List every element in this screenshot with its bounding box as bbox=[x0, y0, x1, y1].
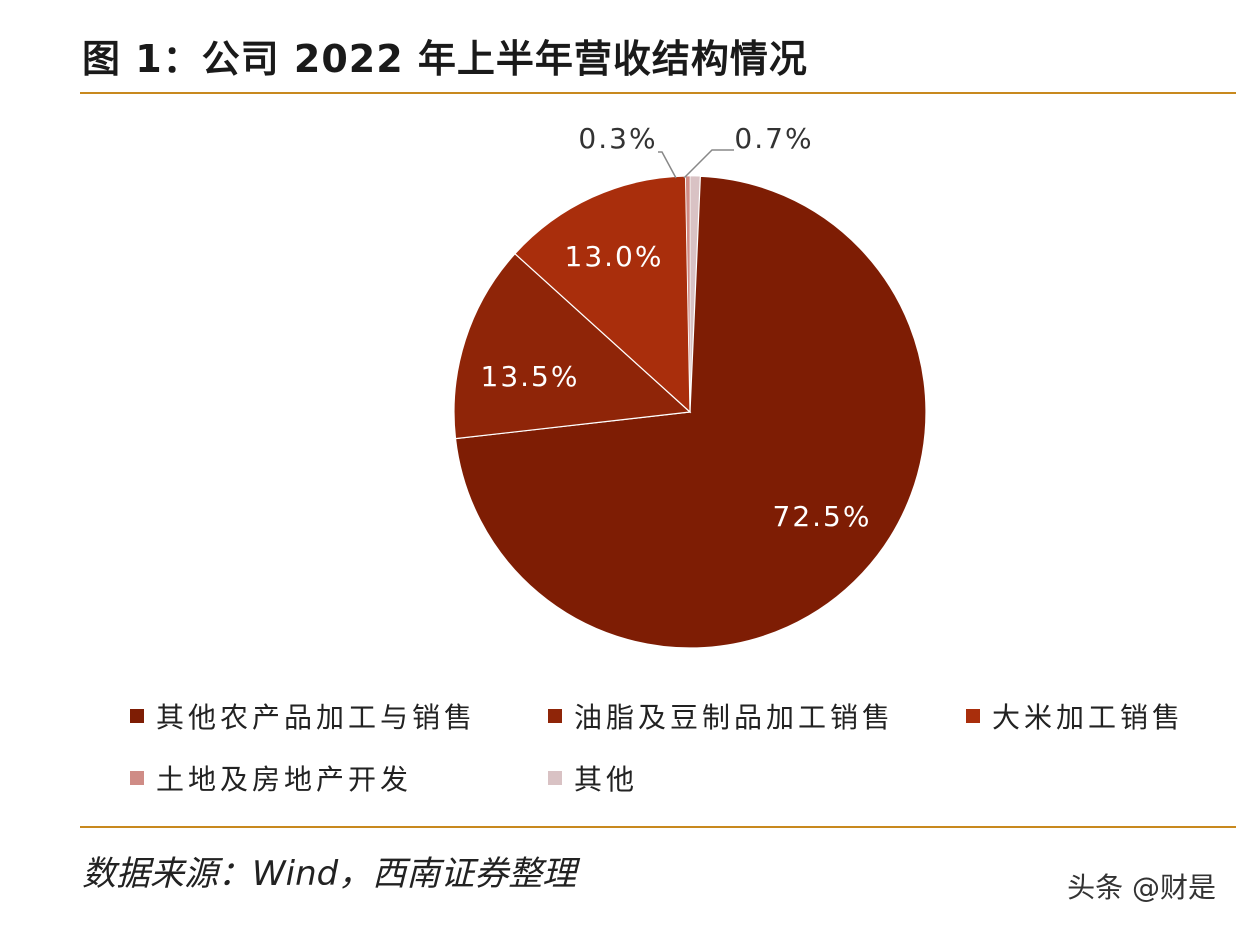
legend-label: 大米加工销售 bbox=[992, 701, 1185, 734]
pie-slice bbox=[514, 175, 691, 414]
legend-item: 其他 bbox=[548, 758, 638, 798]
legend-label: 其他 bbox=[574, 763, 639, 796]
legend-swatch bbox=[548, 771, 562, 785]
legend-label: 其他农产品加工与销售 bbox=[156, 701, 477, 734]
pie-slice bbox=[453, 252, 692, 440]
legend-swatch bbox=[130, 771, 144, 785]
leader-line bbox=[658, 151, 677, 179]
legend-swatch bbox=[548, 709, 562, 723]
legend: 其他农产品加工与销售 油脂及豆制品加工销售 大米加工销售土地及房地产开发 其他 bbox=[130, 696, 1230, 806]
legend-item: 大米加工销售 bbox=[966, 696, 1184, 736]
source-note: 数据来源：Wind，西南证券整理 bbox=[82, 854, 577, 894]
legend-label: 油脂及豆制品加工销售 bbox=[574, 701, 895, 734]
data-label: 0.7% bbox=[734, 122, 813, 155]
data-label: 0.3% bbox=[578, 122, 657, 155]
data-label: 72.5% bbox=[773, 500, 872, 533]
legend-item: 其他农产品加工与销售 bbox=[130, 696, 476, 736]
legend-swatch bbox=[130, 709, 144, 723]
watermark: 头条 @财是 bbox=[1067, 871, 1216, 904]
data-label: 13.5% bbox=[481, 360, 580, 393]
chart-title: 图 1：公司 2022 年上半年营收结构情况 bbox=[82, 37, 808, 81]
bottom-divider bbox=[80, 826, 1236, 828]
top-divider bbox=[80, 92, 1236, 94]
legend-item: 油脂及豆制品加工销售 bbox=[548, 696, 894, 736]
legend-swatch bbox=[966, 709, 980, 723]
leader-line bbox=[683, 149, 734, 179]
legend-item: 土地及房地产开发 bbox=[130, 758, 412, 798]
data-label: 13.0% bbox=[565, 240, 664, 273]
legend-label: 土地及房地产开发 bbox=[156, 763, 413, 796]
